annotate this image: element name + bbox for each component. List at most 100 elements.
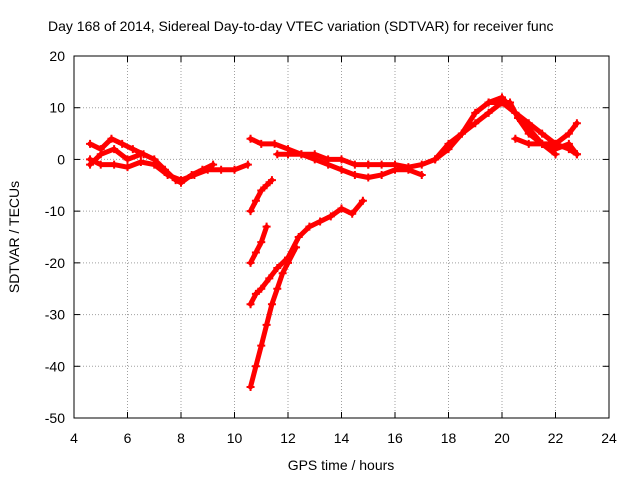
grid: [74, 56, 609, 418]
data-point: [203, 165, 212, 174]
data-point: [292, 243, 301, 252]
data-point: [297, 150, 306, 159]
x-tick-label: 14: [334, 430, 350, 446]
data-point: [246, 134, 255, 143]
data-point: [572, 119, 581, 128]
data-point: [538, 139, 547, 148]
data-point: [572, 150, 581, 159]
series-arc-l: [246, 196, 367, 309]
data-point: [551, 139, 560, 148]
data-point: [123, 155, 132, 164]
data-point: [123, 163, 132, 172]
x-tick-label: 6: [124, 430, 132, 446]
x-axis-label: GPS time / hours: [288, 457, 395, 473]
data-point: [86, 139, 95, 148]
data-point: [350, 160, 359, 169]
data-point: [305, 222, 314, 231]
data-point: [404, 163, 413, 172]
data-point: [326, 212, 335, 221]
data-point: [257, 186, 266, 195]
data-point: [431, 155, 440, 164]
x-tick-label: 8: [177, 430, 185, 446]
data-point: [163, 170, 172, 179]
data-point: [136, 150, 145, 159]
x-tick-label: 20: [494, 430, 510, 446]
data-point: [337, 155, 346, 164]
data-point: [273, 284, 282, 293]
data-point: [217, 165, 226, 174]
x-tick-label: 16: [387, 430, 403, 446]
data-point: [251, 248, 260, 257]
y-tick-label: 0: [57, 151, 65, 167]
x-tick-label: 18: [441, 430, 457, 446]
data-point: [417, 160, 426, 169]
series-arc-m: [246, 243, 301, 391]
data-point: [267, 176, 276, 185]
data-point: [262, 320, 271, 329]
data-point: [257, 284, 266, 293]
data-point: [96, 150, 105, 159]
data-point: [484, 108, 493, 117]
data-point: [86, 160, 95, 169]
series-line: [248, 136, 371, 168]
data-point: [511, 134, 520, 143]
x-axis: 4 6 8 10 12 14 16 18 20 22 24: [70, 56, 617, 446]
data-point: [316, 217, 325, 226]
data-point: [278, 269, 287, 278]
data-point: [524, 139, 533, 148]
data-point: [524, 129, 533, 138]
data-point: [246, 258, 255, 267]
series-arc-c: [86, 145, 145, 169]
data-point: [294, 233, 303, 241]
series-arc-d: [246, 134, 373, 169]
data-point: [118, 139, 127, 148]
data-point: [251, 289, 260, 298]
y-tick-label: -10: [45, 203, 65, 219]
chart-title: Day 168 of 2014, Sidereal Day-to-day VTE…: [48, 18, 554, 34]
series-line: [486, 94, 580, 147]
data-point: [246, 207, 255, 216]
data-point: [273, 264, 282, 273]
x-tick-label: 4: [70, 430, 78, 446]
data-point: [262, 181, 271, 190]
data-point: [257, 238, 266, 247]
data-point: [251, 196, 260, 205]
data-point: [251, 362, 260, 371]
data-point: [471, 119, 480, 128]
data-point: [190, 170, 199, 179]
data-point: [128, 145, 137, 154]
data-point: [246, 382, 255, 391]
data-point: [391, 160, 399, 169]
data-point: [484, 98, 493, 107]
data-point: [262, 222, 271, 231]
data-point: [377, 170, 386, 179]
data-point: [246, 300, 255, 309]
y-axis: 20 10 0 -10 -20 -30 -40 -50: [45, 48, 609, 426]
data-point: [511, 108, 520, 117]
data-point: [150, 160, 159, 169]
data-point: [471, 108, 480, 117]
data-point: [350, 170, 359, 179]
y-tick-label: -40: [45, 358, 65, 374]
data-point: [417, 170, 426, 179]
y-axis-label: SDTVAR / TECUs: [6, 181, 22, 293]
data-point: [209, 160, 218, 169]
data-series: [86, 93, 581, 391]
x-tick-label: 24: [601, 430, 617, 446]
data-point: [564, 129, 573, 138]
data-point: [243, 160, 252, 169]
x-tick-label: 22: [548, 430, 564, 446]
data-point: [564, 145, 573, 154]
data-point: [257, 341, 266, 350]
data-point: [270, 139, 279, 148]
y-tick-label: -20: [45, 255, 65, 271]
data-point: [524, 119, 533, 128]
data-point: [337, 204, 346, 213]
data-point: [348, 209, 357, 218]
y-tick-label: 20: [49, 48, 65, 64]
data-point: [273, 150, 282, 159]
data-point: [498, 93, 506, 102]
data-point: [324, 160, 333, 169]
x-tick-label: 10: [227, 430, 243, 446]
